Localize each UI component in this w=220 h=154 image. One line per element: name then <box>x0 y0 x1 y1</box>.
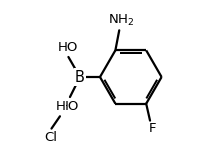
Text: H: H <box>56 101 66 113</box>
Text: NH$_2$: NH$_2$ <box>108 13 135 28</box>
Text: HO: HO <box>57 41 78 54</box>
Text: F: F <box>148 122 156 135</box>
Text: HO: HO <box>59 100 79 113</box>
Text: Cl: Cl <box>44 131 57 144</box>
Text: B: B <box>75 69 85 85</box>
